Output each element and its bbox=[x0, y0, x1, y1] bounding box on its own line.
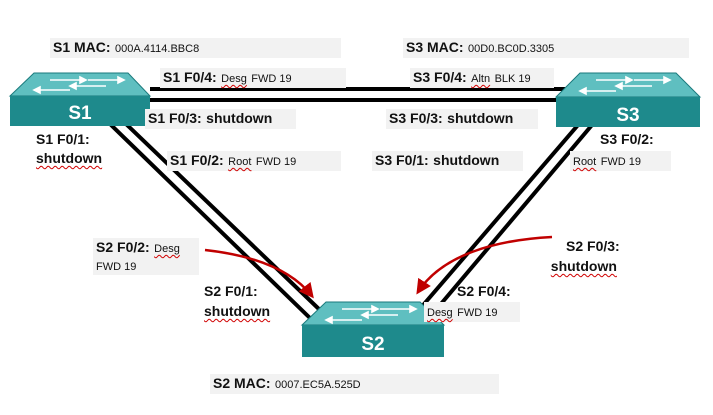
port-s2-f03-state: shutdown bbox=[550, 258, 617, 275]
s2-mac-title: S2 MAC: bbox=[213, 375, 271, 391]
port-s1-f04-role: Desg bbox=[221, 73, 247, 85]
port-s2-f04: Desg FWD 19 bbox=[424, 302, 520, 323]
switch-s2[interactable]: S2 bbox=[300, 301, 446, 357]
port-s3-f04-role: Altn bbox=[471, 73, 491, 85]
link-s1-f02-s2-f02 bbox=[122, 120, 324, 314]
port-s2-f01-name: S2 F0/1: bbox=[204, 283, 258, 299]
port-s2-f02: S2 F0/2: Desg FWD 19 bbox=[93, 238, 199, 276]
port-s3-f01-name: S3 F0/1: bbox=[375, 152, 429, 168]
port-s1-f01-state: shutdown bbox=[36, 150, 103, 167]
s1-mac-title: S1 MAC: bbox=[53, 39, 111, 55]
switch-s3-label: S3 bbox=[616, 105, 639, 126]
switch-s2-top bbox=[300, 301, 446, 326]
switch-s3-top bbox=[554, 72, 702, 98]
s1-mac-label: S1 MAC: 000A.4114.BBC8 bbox=[50, 38, 341, 59]
port-s3-f02: Root FWD 19 bbox=[570, 151, 671, 172]
switch-s1-front bbox=[10, 96, 150, 126]
port-s2-f04-name: S2 F0/4: bbox=[457, 283, 511, 299]
port-s2-f04-role: Desg bbox=[427, 307, 453, 319]
port-s1-f01-name: S1 F0/1: bbox=[36, 131, 90, 147]
port-s1-f02-name: S1 F0/2: bbox=[170, 152, 224, 168]
bidirectional-arrows-icon bbox=[324, 304, 418, 325]
port-s3-f01-state: shutdown bbox=[433, 152, 500, 168]
port-s3-f03-name: S3 F0/3: bbox=[389, 110, 443, 126]
s3-mac-label: S3 MAC: 00D0.BC0D.3305 bbox=[403, 38, 689, 59]
port-s3-f03: S3 F0/3: shutdown bbox=[386, 109, 538, 130]
port-s2-f02-name: S2 F0/2: bbox=[96, 239, 150, 255]
switch-s3[interactable]: S3 bbox=[554, 72, 702, 127]
port-s2-f01: S2 F0/1: shutdown bbox=[204, 283, 270, 319]
port-s1-f04-state: FWD 19 bbox=[251, 73, 292, 85]
arrow-s2-f02 bbox=[204, 248, 314, 299]
link-s1-s3 bbox=[150, 87, 565, 102]
port-s3-f02-name-wrap: S3 F0/2: bbox=[600, 131, 654, 147]
link-s3-f01-s2-f03 bbox=[422, 123, 594, 326]
port-s2-f02-state: FWD 19 bbox=[96, 261, 137, 274]
bidirectional-arrows-icon bbox=[32, 75, 126, 95]
link-s3-s2 bbox=[410, 123, 594, 326]
port-s1-f03: S1 F0/3: shutdown bbox=[145, 109, 296, 130]
port-s3-f03-state: shutdown bbox=[447, 110, 514, 126]
switch-s1[interactable]: S1 bbox=[8, 72, 152, 126]
s3-mac-value: 00D0.BC0D.3305 bbox=[468, 43, 555, 55]
port-s2-f03: S2 F0/3: shutdown bbox=[548, 238, 620, 274]
port-s1-f03-state: shutdown bbox=[206, 110, 273, 126]
port-s1-f04-name: S1 F0/4: bbox=[163, 69, 217, 85]
port-s2-f02-role: Desg bbox=[154, 243, 180, 255]
port-s3-f02-role: Root bbox=[573, 156, 597, 168]
s2-mac-label: S2 MAC: 0007.EC5A.525D bbox=[210, 374, 499, 395]
link-s1-f01-s2-f01 bbox=[106, 120, 314, 322]
port-s2-f04-name-wrap: S2 F0/4: bbox=[457, 283, 511, 299]
port-s1-f01: S1 F0/1: shutdown bbox=[36, 131, 102, 166]
s3-mac-title: S3 MAC: bbox=[406, 39, 464, 55]
port-s3-f01: S3 F0/1: shutdown bbox=[372, 151, 523, 172]
link-s1-s2 bbox=[106, 120, 324, 322]
arrow-s2-f03 bbox=[416, 235, 553, 295]
port-s2-f04-state: FWD 19 bbox=[457, 307, 498, 319]
port-s1-f03-name: S1 F0/3: bbox=[148, 110, 202, 126]
port-s3-f02-state: FWD 19 bbox=[600, 156, 642, 168]
port-s2-f01-state: shutdown bbox=[204, 303, 271, 320]
s1-mac-value: 000A.4114.BBC8 bbox=[115, 43, 200, 55]
switch-s2-front bbox=[302, 325, 444, 357]
port-s1-f02: S1 F0/2: Root FWD 19 bbox=[167, 151, 341, 172]
port-s3-f04: S3 F0/4: Altn BLK 19 bbox=[410, 68, 554, 89]
port-s1-f02-state: FWD 19 bbox=[255, 156, 297, 168]
bidirectional-arrows-icon bbox=[578, 75, 672, 96]
port-s1-f02-role: Root bbox=[228, 156, 252, 168]
port-s2-f03-name: S2 F0/3: bbox=[566, 238, 620, 254]
link-s3-f02-s2-f04 bbox=[410, 123, 580, 320]
port-s3-f04-state: BLK 19 bbox=[494, 73, 531, 85]
s2-mac-value: 0007.EC5A.525D bbox=[275, 379, 361, 391]
port-s3-f02-name: S3 F0/2: bbox=[600, 131, 654, 147]
switch-s1-label: S1 bbox=[68, 103, 92, 124]
port-s3-f04-name: S3 F0/4: bbox=[413, 69, 467, 85]
switch-s2-label: S2 bbox=[361, 334, 384, 355]
switch-s3-front bbox=[556, 97, 700, 127]
port-s1-f04: S1 F0/4: Desg FWD 19 bbox=[160, 68, 346, 89]
